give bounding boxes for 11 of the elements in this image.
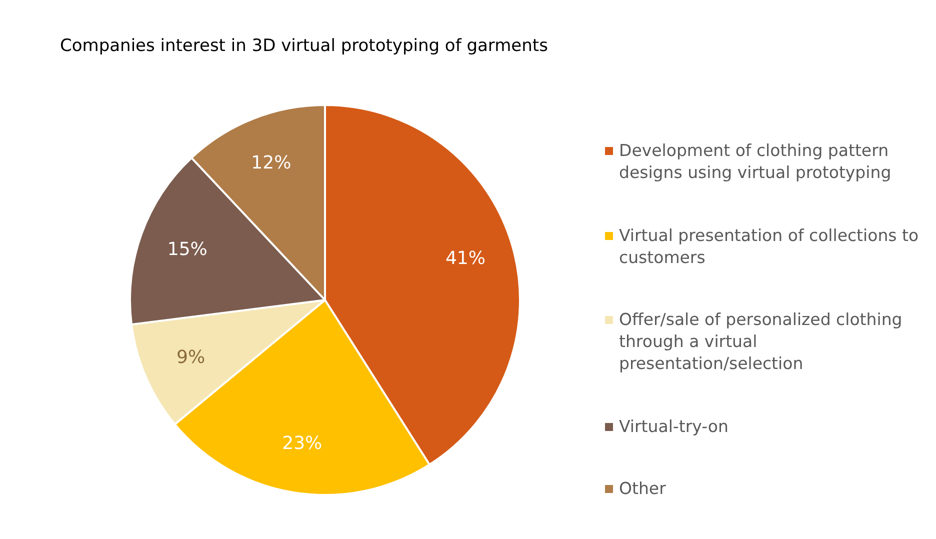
data-label: 15% — [167, 239, 208, 260]
legend-label: Virtual-try-on — [619, 416, 728, 438]
legend-label: Offer/sale of personalized clothing through a virtual presentation/selection — [619, 309, 904, 375]
data-label: 12% — [251, 152, 292, 174]
data-label: 23% — [282, 433, 322, 454]
legend-label: Other — [619, 478, 666, 500]
legend-label: Virtual presentation of collections to customers — [619, 224, 920, 268]
chart-title: Companies interest in 3D virtual prototyping of garments — [60, 36, 548, 56]
data-label: 9% — [176, 346, 206, 368]
legend-label: Development of clothing pattern designs using virtual prototyping — [619, 140, 892, 184]
data-label: 41% — [445, 248, 486, 269]
